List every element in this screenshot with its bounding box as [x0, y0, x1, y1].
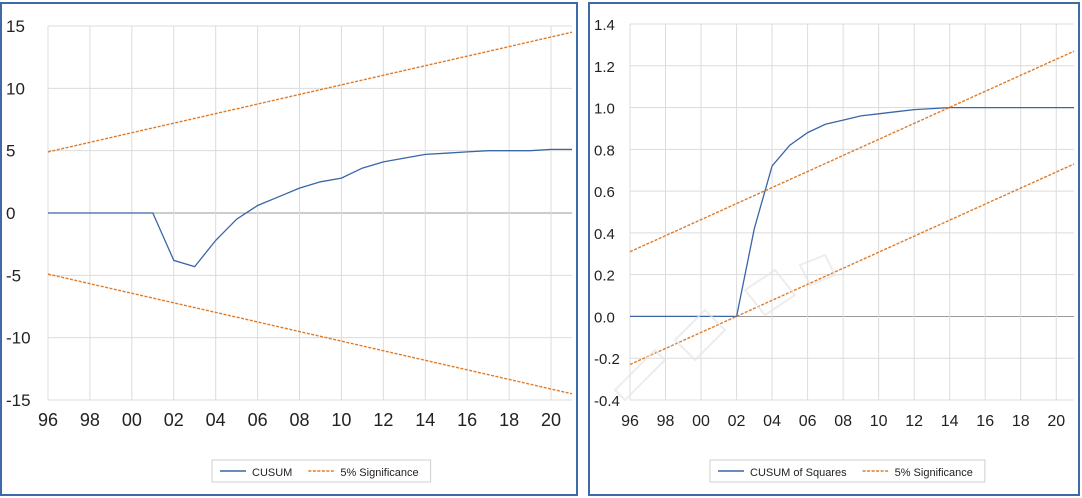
cusum-x-tick-label: 12	[373, 410, 393, 430]
cusumsq-series-cusum-of-squares	[630, 106, 1074, 318]
cusum-squares-chart: 1.4 1.2 1.0 0.8 0.6 0.4 0.2 0.0 -0.2 -0.496 98 00 02…	[594, 17, 1075, 483]
cusum-y-tick-label: -15	[6, 391, 31, 410]
cusum-squares-chart-panel: 1.4 1.2 1.0 0.8 0.6 0.4 0.2 0.0 -0.2 -0.4 96 98 00 02…	[588, 2, 1080, 496]
cusumsq-y-tick-label: 0.4	[594, 226, 615, 243]
cusum-chart-panel: 15 10 5 0 -5 -10 -15 96 98 00 02 04 06 08 10 12 14 16 18 20…	[0, 2, 578, 496]
cusumsq-x-tick-label: 00	[692, 413, 710, 430]
cusum-x-tick-label: 10	[331, 410, 351, 430]
cusumsq-y-tick-label: 1.4	[594, 17, 615, 34]
cusumsq-x-tick-label: 98	[657, 413, 675, 430]
cusum-x-tick-label: 18	[499, 410, 519, 430]
cusum-y-tick-label: 0	[6, 204, 15, 223]
cusumsq-x-tick-label: 08	[834, 413, 852, 430]
cusumsq-y-tick-label: 1.0	[594, 101, 615, 118]
cusum-gridlines	[47, 25, 572, 401]
legend-box	[211, 459, 432, 483]
legend-label: CUSUM	[252, 467, 292, 479]
cusum-y-tick-label: 10	[6, 79, 25, 98]
cusum-x-tick-label: 98	[80, 410, 100, 430]
cusum-y-tick-label: -10	[6, 329, 31, 348]
cusumsq-y-tick-label: 1.2	[594, 59, 615, 76]
cusumsq-y-tick-label: -0.2	[594, 351, 620, 368]
cusum-x-tick-label: 96	[38, 410, 58, 430]
cusumsq-y-tick-label: 0.6	[594, 184, 615, 201]
legend-label: 5% Significance	[895, 467, 973, 479]
cusum-series-significance-lower-bound	[47, 273, 573, 395]
cusum-x-tick-label: 04	[206, 410, 226, 430]
cusumsq-x-tick-label: 20	[1047, 413, 1065, 430]
cusum-x-tick-label: 16	[457, 410, 477, 430]
cusumsq-x-tick-label: 12	[905, 413, 923, 430]
cusum-x-tick-label: 00	[122, 410, 142, 430]
cusumsq-y-tick-label: 0.0	[594, 309, 615, 326]
cusum-y-tick-label: 5	[6, 142, 15, 161]
cusumsq-series-significance-lower-bound	[629, 163, 1075, 366]
cusumsq-gridlines	[629, 23, 1074, 401]
cusumsq-legend: CUSUM of Squares 5% Significance	[709, 459, 986, 483]
cusum-legend: CUSUM 5% Significance	[211, 459, 432, 483]
cusumsq-x-tick-label: 04	[763, 413, 781, 430]
cusumsq-y-tick-label: 0.2	[594, 268, 615, 285]
cusumsq-y-tick-label: -0.4	[594, 393, 620, 410]
cusumsq-x-tick-label: 02	[728, 413, 746, 430]
cusum-x-tick-label: 02	[164, 410, 184, 430]
cusumsq-x-tick-label: 06	[799, 413, 817, 430]
cusumsq-x-tick-label: 16	[976, 413, 994, 430]
legend-label: CUSUM of Squares	[750, 467, 847, 479]
cusum-y-tick-label: 15	[6, 17, 25, 36]
cusumsq-series-5-significance	[629, 50, 1075, 253]
cusum-series-5-significance	[47, 31, 573, 153]
cusum-x-tick-label: 06	[248, 410, 268, 430]
legend-box	[709, 459, 986, 483]
cusumsq-y-tick-label: 0.8	[594, 142, 615, 159]
cusum-series-cusum	[48, 148, 572, 268]
cusum-x-tick-label: 20	[541, 410, 561, 430]
cusum-x-tick-label: 14	[415, 410, 435, 430]
cusum-chart: 15 10 5 0 -5 -10 -15 96 98 00 02 04 06 08 10 12 14 16 18 20…	[6, 17, 573, 483]
cusumsq-x-tick-label: 10	[870, 413, 888, 430]
cusum-x-tick-label: 08	[290, 410, 310, 430]
cusumsq-x-tick-label: 18	[1012, 413, 1030, 430]
legend-label: 5% Significance	[340, 467, 418, 479]
cusumsq-x-tick-label: 14	[941, 413, 959, 430]
cusum-y-tick-label: -5	[6, 266, 21, 285]
cusumsq-x-tick-label: 96	[621, 413, 639, 430]
